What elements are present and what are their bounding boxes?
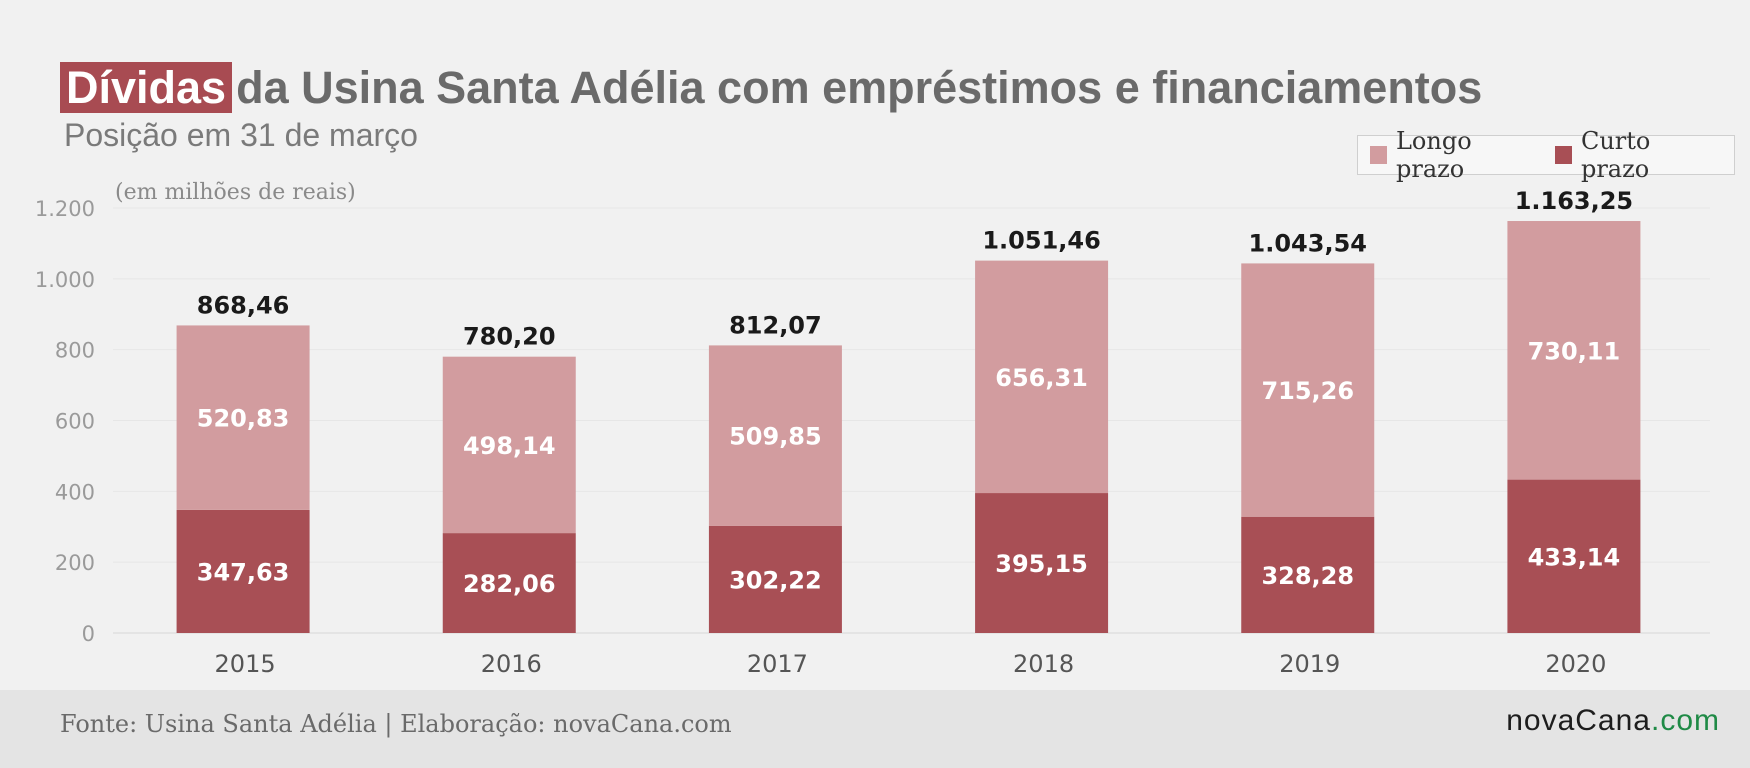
brand-tld: .com — [1650, 704, 1720, 737]
legend-item-longo-prazo: Longo prazo — [1370, 127, 1539, 183]
bars: 347,63 520,83 868,46 282,06 498,14 780,20 302,… — [176, 187, 1641, 633]
chart-subtitle: Posição em 31 de março — [64, 117, 418, 153]
total-value-label: 1.163,25 — [1515, 187, 1633, 215]
total-value-label: 812,07 — [729, 311, 822, 339]
segment-value-label: 433,14 — [1528, 543, 1621, 571]
title-highlight: Dívidas — [60, 62, 233, 113]
segment-value-label: 520,83 — [197, 405, 290, 433]
y-tick-label: 0 — [82, 622, 95, 646]
x-tick-label: 2017 — [747, 650, 808, 678]
segment-value-label: 328,28 — [1261, 562, 1354, 590]
x-tick-label: 2015 — [215, 650, 276, 678]
bar-segment-longo-prazo — [442, 356, 576, 534]
y-tick-label: 1.000 — [35, 268, 95, 292]
segment-value-label: 395,15 — [995, 550, 1088, 578]
segment-value-label: 302,22 — [729, 566, 822, 594]
chart-title: Dívidas da Usina Santa Adélia com emprést… — [60, 58, 1482, 118]
total-value-label: 1.051,46 — [982, 227, 1100, 255]
legend-label-longo-prazo: Longo prazo — [1395, 127, 1472, 183]
segment-value-label: 656,31 — [995, 364, 1088, 392]
y-tick-label: 200 — [55, 551, 95, 575]
bar-segment-curto-prazo — [708, 525, 842, 633]
bar-segment-curto-prazo — [1241, 516, 1375, 633]
x-tick-label: 2019 — [1279, 650, 1340, 678]
legend-item-curto-prazo: Curto prazo — [1554, 127, 1718, 183]
legend-label-curto-prazo: Curto prazo — [1580, 127, 1651, 183]
brand-name: novaCana — [1506, 704, 1651, 737]
stacked-bar-chart: (em milhões de reais) 0 200 400 600 800 1.000… — [35, 180, 1710, 678]
bar-segment-curto-prazo — [442, 533, 576, 633]
footer: Fonte: Usina Santa Adélia | Elaboração: … — [0, 690, 1750, 768]
bar-segment-longo-prazo — [975, 260, 1109, 494]
y-tick-label: 1.200 — [35, 197, 95, 221]
y-tick-label: 600 — [55, 410, 95, 434]
bar-segment-curto-prazo — [975, 493, 1109, 633]
bar-segment-longo-prazo — [708, 345, 842, 526]
y-axis: 0 200 400 600 800 1.000 1.200 — [35, 197, 95, 646]
total-value-label: 868,46 — [197, 291, 290, 319]
segment-value-label: 509,85 — [729, 423, 822, 451]
x-tick-label: 2016 — [481, 650, 542, 678]
unit-label: (em milhões de reais) — [115, 180, 356, 205]
y-tick-label: 800 — [55, 339, 95, 363]
legend: Longo prazo Curto prazo — [1357, 127, 1735, 183]
x-axis: 2015 2016 2017 2018 2019 2020 — [215, 650, 1607, 678]
gridlines — [113, 207, 1710, 634]
segment-value-label: 498,14 — [463, 432, 556, 460]
total-value-label: 780,20 — [463, 323, 556, 351]
legend-swatch-curto-prazo — [1554, 146, 1572, 164]
bar-segment-longo-prazo — [176, 325, 310, 510]
bar-segment-curto-prazo — [1507, 479, 1641, 633]
source-note: Fonte: Usina Santa Adélia | Elaboração: … — [60, 710, 732, 738]
total-value-label: 1.043,54 — [1249, 229, 1367, 257]
segment-value-label: 347,63 — [197, 558, 290, 586]
bar-segment-longo-prazo — [1507, 221, 1641, 480]
segment-value-label: 715,26 — [1261, 377, 1354, 405]
bar-segment-curto-prazo — [176, 509, 310, 633]
title-rest: da Usina Santa Adélia com empréstimos e … — [236, 62, 1483, 113]
brand-logo: novaCana.com — [1506, 704, 1720, 738]
segment-value-label: 730,11 — [1528, 337, 1621, 365]
legend-swatch-longo-prazo — [1370, 146, 1387, 164]
y-tick-label: 400 — [55, 480, 95, 504]
segment-value-label: 282,06 — [463, 570, 556, 598]
x-tick-label: 2018 — [1013, 650, 1074, 678]
bar-segment-longo-prazo — [1241, 263, 1375, 517]
x-tick-label: 2020 — [1545, 650, 1606, 678]
